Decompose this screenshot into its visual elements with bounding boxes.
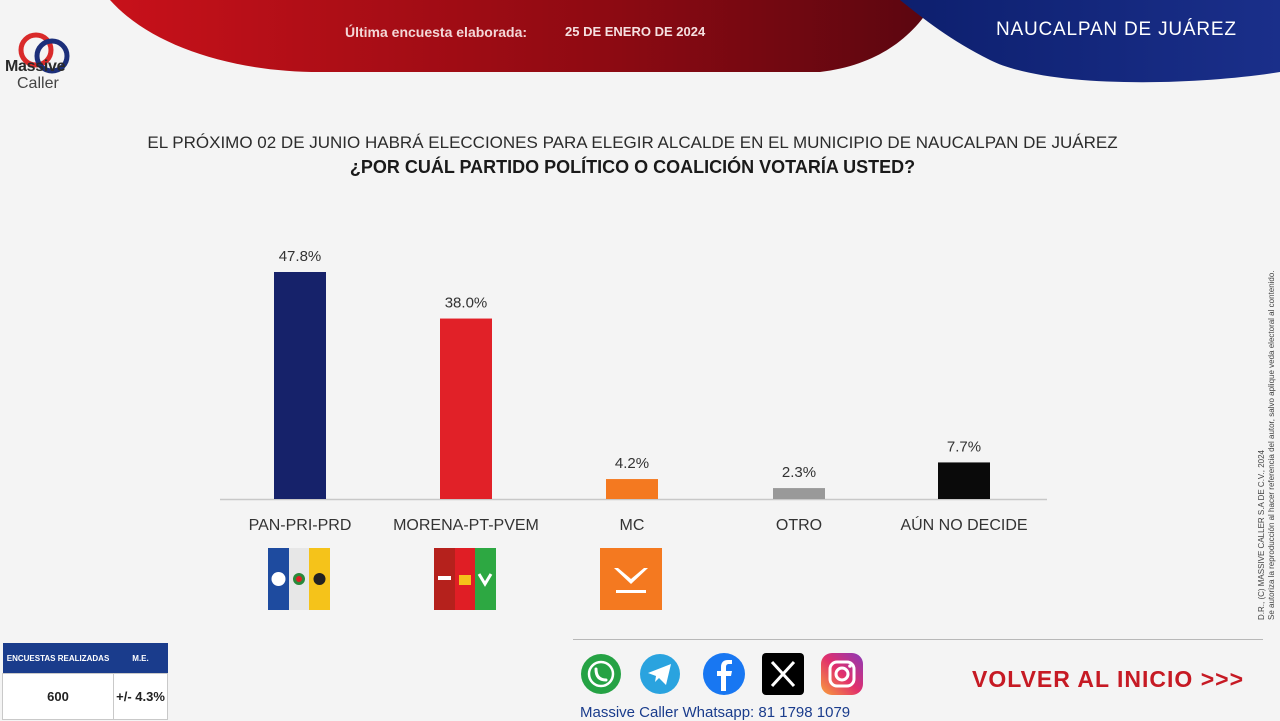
bar-2	[606, 479, 658, 499]
whatsapp-contact-text: Massive Caller Whatsapp: 81 1798 1079	[580, 704, 851, 721]
copyright-line-1: D.R., (C) MASSIVE CALLER S.A DE C.V., 20…	[1257, 450, 1266, 620]
survey-stats-table: ENCUESTAS REALIZADAS M.E. 600 +/- 4.3%	[1, 643, 168, 720]
facebook-icon[interactable]	[701, 651, 747, 697]
header-blue-shape	[900, 0, 1280, 83]
bar-chart: 47.8% PAN-PRI-PRD 38.0% MORENA-PT-PVEM 4.2% M…	[220, 248, 1047, 534]
pan-pri-prd-coalition-logo-icon	[268, 548, 330, 610]
copyright-line-2: Se autoriza la reproducción al hacer ref…	[1267, 270, 1276, 620]
x-icon[interactable]	[760, 651, 806, 697]
bar-value-label-1: 38.0%	[445, 295, 488, 312]
footer-divider	[573, 639, 1263, 640]
category-label-0: PAN-PRI-PRD	[249, 517, 352, 534]
margin-error-value: +/- 4.3%	[113, 673, 168, 720]
bar-value-label-3: 2.3%	[782, 464, 816, 481]
bar-3	[773, 488, 825, 499]
region-title: NAUCALPAN DE JUÁREZ	[996, 19, 1237, 40]
category-label-3: OTRO	[776, 517, 822, 534]
bar-1	[440, 318, 492, 499]
back-to-home-button[interactable]: VOLVER AL INICIO >>>	[972, 666, 1245, 692]
question-line-1: EL PRÓXIMO 02 DE JUNIO HABRÁ ELECCIONES …	[147, 133, 1118, 152]
survey-date-value: 25 DE ENERO DE 2024	[565, 24, 706, 39]
header-red-shape	[110, 0, 935, 72]
surveys-header: ENCUESTAS REALIZADAS	[2, 643, 114, 674]
bar-value-label-0: 47.8%	[279, 248, 322, 265]
massive-caller-logo-icon	[18, 32, 70, 74]
whatsapp-icon[interactable]	[578, 651, 624, 697]
bar-0	[274, 272, 326, 499]
bar-value-label-2: 4.2%	[615, 455, 649, 472]
bar-4	[938, 462, 990, 499]
morena-pt-pvem-coalition-logo-icon	[434, 548, 496, 610]
copyright-notice: D.R., (C) MASSIVE CALLER S.A DE C.V., 20…	[1257, 140, 1277, 620]
category-label-2: MC	[620, 517, 645, 534]
margin-error-header: M.E.	[113, 643, 168, 674]
instagram-icon[interactable]	[819, 651, 865, 697]
category-label-1: MORENA-PT-PVEM	[393, 517, 539, 534]
logo-text-caller: Caller	[17, 75, 59, 92]
telegram-icon[interactable]	[637, 651, 683, 697]
question-line-2: ¿POR CUÁL PARTIDO POLÍTICO O COALICIÓN V…	[349, 157, 916, 177]
survey-date-label: Última encuesta elaborada:	[345, 24, 528, 40]
bar-value-label-4: 7.7%	[947, 438, 981, 455]
movimiento-ciudadano-logo-icon	[600, 548, 662, 610]
logo-text-massive: Massive	[5, 58, 66, 75]
header-band	[110, 0, 1280, 83]
surveys-value: 600	[1, 673, 115, 720]
category-label-4: AÚN NO DECIDE	[900, 515, 1027, 534]
